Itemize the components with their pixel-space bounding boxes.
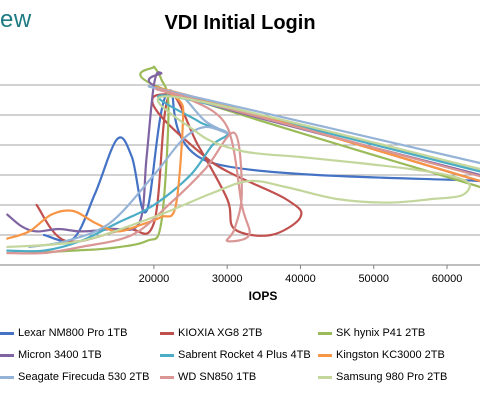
- x-tick-label-1: 30000: [212, 273, 243, 285]
- legend-item-2: KIOXIA XG8 2TB: [160, 327, 262, 339]
- chart-legend: Lexar NM800 Pro 1TB KIOXIA XG8 2TB SK hyni…: [0, 322, 480, 401]
- legend-swatch: [318, 375, 332, 379]
- x-tick-labels: 20000 30000 40000 50000 60000: [139, 273, 463, 285]
- legend-item-3: SK hynix P41 2TB: [318, 327, 425, 339]
- legend-item-5: Sabrent Rocket 4 Plus 4TB: [160, 349, 311, 361]
- legend-swatch: [318, 353, 332, 357]
- legend-item-8: WD SN850 1TB: [160, 371, 256, 383]
- x-tick-label-0: 20000: [139, 273, 170, 285]
- x-tick-label-3: 50000: [358, 273, 389, 285]
- legend-swatch: [318, 331, 332, 335]
- legend-swatch: [0, 353, 14, 357]
- x-tick-label-4: 60000: [432, 273, 463, 285]
- legend-swatch: [160, 375, 174, 379]
- legend-label: KIOXIA XG8 2TB: [178, 327, 263, 339]
- legend-swatch: [160, 353, 174, 357]
- x-axis-label: IOPS: [249, 289, 278, 303]
- legend-item-6: Kingston KC3000 2TB: [318, 349, 445, 361]
- legend-item-1: Lexar NM800 Pro 1TB: [0, 327, 127, 339]
- series-group: [6, 65, 480, 255]
- series-line-5: [6, 94, 480, 253]
- series-line-8: [6, 87, 480, 255]
- legend-label: Micron 3400 1TB: [18, 349, 102, 361]
- legend-label: Lexar NM800 Pro 1TB: [18, 327, 128, 339]
- series-line-1: [42, 89, 480, 243]
- legend-label: Seagate Firecuda 530 2TB: [18, 371, 150, 383]
- series-line-9: [6, 95, 480, 249]
- chart-title: VDI Initial Login: [164, 12, 316, 34]
- legend-label: Kingston KC3000 2TB: [336, 349, 445, 361]
- axes: [0, 264, 480, 269]
- brand-logo: ew: [0, 6, 32, 33]
- legend-label: SK hynix P41 2TB: [336, 327, 426, 339]
- legend-item-7: Seagate Firecuda 530 2TB: [0, 371, 149, 383]
- legend-label: WD SN850 1TB: [178, 371, 257, 383]
- legend-swatch: [0, 331, 14, 335]
- legend-swatch: [0, 375, 14, 379]
- legend-item-4: Micron 3400 1TB: [0, 349, 102, 361]
- x-tick-label-2: 40000: [285, 273, 316, 285]
- chart-plot: 20000 30000 40000 50000 60000 IOPS: [0, 65, 480, 303]
- legend-item-9: Samsung 980 Pro 2TB: [318, 371, 447, 383]
- legend-label: Sabrent Rocket 4 Plus 4TB: [178, 349, 311, 361]
- legend-swatch: [160, 331, 174, 335]
- legend-label: Samsung 980 Pro 2TB: [336, 371, 448, 383]
